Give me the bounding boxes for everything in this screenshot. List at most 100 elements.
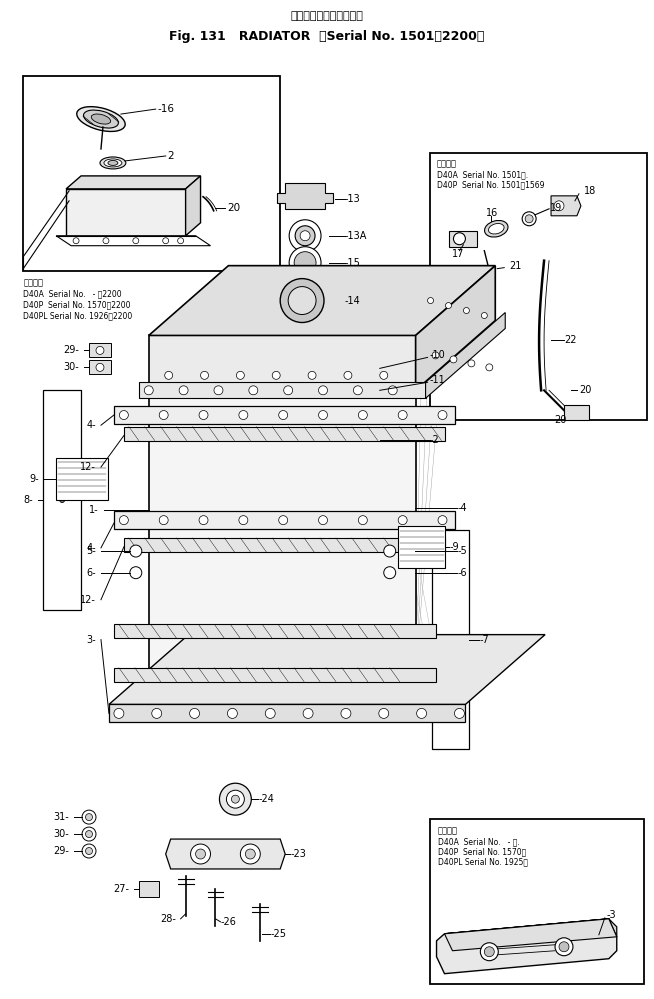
Circle shape bbox=[428, 298, 434, 304]
Circle shape bbox=[417, 708, 426, 718]
Bar bbox=[24, 76, 280, 271]
Circle shape bbox=[178, 238, 184, 244]
Circle shape bbox=[266, 708, 275, 718]
Text: Fig. 131   RADIATOR  （Serial No. 1501～2200）: Fig. 131 RADIATOR （Serial No. 1501～2200） bbox=[169, 30, 485, 43]
Bar bbox=[56, 459, 108, 500]
Ellipse shape bbox=[293, 325, 317, 333]
Circle shape bbox=[245, 849, 255, 859]
Text: 3-: 3- bbox=[86, 634, 96, 644]
Circle shape bbox=[279, 515, 288, 524]
Text: -3: -3 bbox=[607, 910, 617, 920]
Circle shape bbox=[165, 372, 173, 380]
Bar bbox=[43, 391, 81, 609]
Ellipse shape bbox=[485, 221, 508, 237]
Circle shape bbox=[468, 360, 475, 367]
Text: 18: 18 bbox=[584, 186, 596, 196]
Text: -7: -7 bbox=[479, 634, 489, 644]
Ellipse shape bbox=[100, 157, 126, 169]
Circle shape bbox=[303, 708, 313, 718]
Circle shape bbox=[384, 545, 396, 557]
Circle shape bbox=[60, 498, 65, 502]
Bar bbox=[114, 511, 455, 529]
Circle shape bbox=[318, 411, 328, 420]
Circle shape bbox=[199, 411, 208, 420]
Text: D40A  Serial No.   - ～.: D40A Serial No. - ～. bbox=[438, 837, 519, 846]
Text: -15: -15 bbox=[345, 258, 361, 268]
Text: 16: 16 bbox=[487, 208, 498, 218]
Circle shape bbox=[289, 247, 321, 279]
Circle shape bbox=[453, 233, 466, 245]
Circle shape bbox=[232, 795, 239, 803]
Circle shape bbox=[73, 238, 79, 244]
Circle shape bbox=[485, 266, 494, 276]
Text: -10: -10 bbox=[430, 351, 445, 361]
Text: D40A  Serial No. 1501～.: D40A Serial No. 1501～. bbox=[436, 171, 528, 180]
Circle shape bbox=[239, 515, 248, 524]
Circle shape bbox=[398, 515, 407, 524]
Circle shape bbox=[159, 411, 168, 420]
Circle shape bbox=[145, 386, 153, 395]
Text: D40P  Serial No. 1570～2200: D40P Serial No. 1570～2200 bbox=[24, 300, 131, 309]
Circle shape bbox=[249, 386, 258, 395]
Circle shape bbox=[481, 313, 487, 319]
Circle shape bbox=[318, 386, 328, 395]
Circle shape bbox=[201, 372, 209, 380]
Circle shape bbox=[199, 515, 208, 524]
Circle shape bbox=[432, 352, 439, 359]
Polygon shape bbox=[426, 313, 506, 399]
Text: 29-: 29- bbox=[53, 846, 69, 856]
Text: -26: -26 bbox=[220, 917, 236, 927]
Text: -13: -13 bbox=[345, 194, 360, 204]
Circle shape bbox=[190, 844, 211, 864]
Polygon shape bbox=[148, 266, 495, 336]
Circle shape bbox=[130, 545, 142, 557]
Circle shape bbox=[114, 708, 124, 718]
Circle shape bbox=[388, 386, 397, 395]
Text: D40PL Serial No. 1925～: D40PL Serial No. 1925～ bbox=[438, 857, 528, 866]
Text: 12-: 12- bbox=[80, 463, 96, 473]
Circle shape bbox=[120, 515, 128, 524]
Circle shape bbox=[358, 515, 368, 524]
Circle shape bbox=[179, 386, 188, 395]
Circle shape bbox=[133, 238, 139, 244]
Circle shape bbox=[398, 411, 407, 420]
Text: 30-: 30- bbox=[63, 363, 79, 373]
Text: 12-: 12- bbox=[80, 594, 96, 604]
Text: -4: -4 bbox=[457, 502, 467, 512]
Circle shape bbox=[379, 708, 388, 718]
Circle shape bbox=[82, 844, 96, 858]
Circle shape bbox=[130, 566, 142, 578]
Text: 適用号機: 適用号機 bbox=[24, 278, 43, 287]
Text: 20: 20 bbox=[579, 386, 591, 396]
Text: D40PL Serial No. 1926～2200: D40PL Serial No. 1926～2200 bbox=[24, 311, 133, 320]
Circle shape bbox=[295, 226, 315, 246]
Circle shape bbox=[448, 637, 453, 642]
Bar bbox=[109, 704, 466, 722]
Circle shape bbox=[272, 372, 280, 380]
Ellipse shape bbox=[489, 224, 504, 234]
Text: 21: 21 bbox=[509, 261, 522, 271]
Bar bbox=[114, 406, 455, 424]
Ellipse shape bbox=[92, 114, 111, 124]
Circle shape bbox=[358, 411, 368, 420]
Text: -16: -16 bbox=[158, 104, 175, 114]
Circle shape bbox=[450, 356, 457, 363]
Circle shape bbox=[228, 708, 237, 718]
Circle shape bbox=[384, 566, 396, 578]
Text: 27-: 27- bbox=[113, 884, 129, 894]
Circle shape bbox=[120, 411, 128, 420]
Circle shape bbox=[297, 271, 313, 287]
Text: 20: 20 bbox=[554, 416, 566, 426]
Bar bbox=[432, 529, 470, 749]
Bar bbox=[148, 391, 416, 699]
Polygon shape bbox=[66, 176, 201, 189]
Polygon shape bbox=[109, 634, 545, 704]
Polygon shape bbox=[165, 839, 285, 869]
Bar bbox=[430, 819, 644, 984]
Polygon shape bbox=[445, 919, 617, 937]
Circle shape bbox=[86, 847, 92, 854]
Polygon shape bbox=[148, 336, 416, 391]
Bar bbox=[114, 667, 436, 681]
Bar bbox=[114, 624, 436, 638]
Circle shape bbox=[163, 238, 169, 244]
